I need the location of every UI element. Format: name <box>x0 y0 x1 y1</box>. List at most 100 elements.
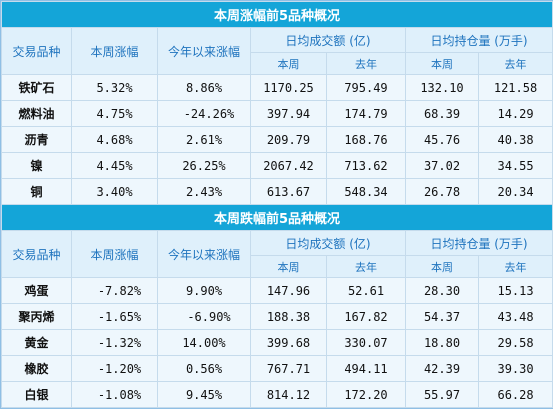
ytd-change: 0.56% <box>157 355 251 382</box>
header-oi-last-year: 去年 <box>477 255 553 278</box>
product-name: 橡胶 <box>1 355 72 382</box>
table-row: 鸡蛋 -7.82% 9.90% 147.96 52.61 28.30 15.13 <box>1 277 553 304</box>
section-title-row: 本周涨幅前5品种概况 <box>0 1 553 28</box>
oi-last-year: 43.48 <box>477 303 553 330</box>
header-row: 交易品种 本周涨幅 今年以来涨幅 日均成交额 (亿) 日均持仓量 (万手) <box>1 230 553 278</box>
volume-last-year: 172.20 <box>326 381 406 408</box>
header-oi-group: 日均持仓量 (万手) <box>404 27 553 53</box>
volume-this-week: 188.38 <box>250 303 327 330</box>
oi-last-year: 15.13 <box>477 277 553 304</box>
volume-last-year: 174.79 <box>326 100 406 127</box>
weekly-change: -1.20% <box>71 355 158 382</box>
oi-this-week: 18.80 <box>405 329 479 356</box>
oi-last-year: 40.38 <box>477 126 553 153</box>
header-volume-last-year: 去年 <box>326 52 406 75</box>
header-oi-last-year: 去年 <box>477 52 553 75</box>
product-name: 聚丙烯 <box>1 303 72 330</box>
oi-last-year: 34.55 <box>477 152 553 179</box>
subheader-row: 本周 去年 本周 去年 <box>2 52 553 75</box>
volume-last-year: 548.34 <box>326 178 406 205</box>
product-name: 沥青 <box>1 126 72 153</box>
table-row: 铁矿石 5.32% 8.86% 1170.25 795.49 132.10 121.58 <box>1 74 553 101</box>
volume-this-week: 209.79 <box>250 126 327 153</box>
oi-this-week: 54.37 <box>405 303 479 330</box>
ytd-change: 9.90% <box>157 277 251 304</box>
table-row: 白银 -1.08% 9.45% 814.12 172.20 55.97 66.28 <box>1 381 553 408</box>
weekly-change: -7.82% <box>71 277 158 304</box>
oi-last-year: 14.29 <box>477 100 553 127</box>
oi-last-year: 29.58 <box>477 329 553 356</box>
header-volume-group: 日均成交额 (亿) <box>250 27 406 53</box>
header-ytd-change: 今年以来涨幅 <box>157 27 251 75</box>
ytd-change: -6.90% <box>157 303 251 330</box>
header-product: 交易品种 <box>1 230 72 278</box>
volume-this-week: 613.67 <box>250 178 327 205</box>
table-row: 橡胶 -1.20% 0.56% 767.71 494.11 42.39 39.30 <box>1 355 553 382</box>
oi-last-year: 39.30 <box>477 355 553 382</box>
volume-this-week: 2067.42 <box>250 152 327 179</box>
product-name: 铜 <box>1 178 72 205</box>
header-oi-this-week: 本周 <box>405 52 479 75</box>
volume-last-year: 713.62 <box>326 152 406 179</box>
oi-this-week: 28.30 <box>405 277 479 304</box>
section-title: 本周涨幅前5品种概况 <box>0 1 553 28</box>
product-name: 白银 <box>1 381 72 408</box>
volume-this-week: 147.96 <box>250 277 327 304</box>
header-weekly-change: 本周涨幅 <box>71 230 158 278</box>
header-row: 交易品种 本周涨幅 今年以来涨幅 日均成交额 (亿) 日均持仓量 (万手) <box>1 27 553 75</box>
table-row: 沥青 4.68% 2.61% 209.79 168.76 45.76 40.38 <box>1 126 553 153</box>
ytd-change: 9.45% <box>157 381 251 408</box>
header-volume-last-year: 去年 <box>326 255 406 278</box>
oi-this-week: 37.02 <box>405 152 479 179</box>
product-name: 黄金 <box>1 329 72 356</box>
ytd-change: 8.86% <box>157 74 251 101</box>
header-volume-this-week: 本周 <box>250 255 327 278</box>
table-row: 铜 3.40% 2.43% 613.67 548.34 26.78 20.34 <box>1 178 553 205</box>
volume-last-year: 330.07 <box>326 329 406 356</box>
oi-this-week: 42.39 <box>405 355 479 382</box>
product-name: 鸡蛋 <box>1 277 72 304</box>
product-name: 铁矿石 <box>1 74 72 101</box>
volume-last-year: 168.76 <box>326 126 406 153</box>
oi-this-week: 68.39 <box>405 100 479 127</box>
weekly-change: 3.40% <box>71 178 158 205</box>
oi-last-year: 20.34 <box>477 178 553 205</box>
weekly-change: -1.08% <box>71 381 158 408</box>
product-name: 燃料油 <box>1 100 72 127</box>
volume-this-week: 397.94 <box>250 100 327 127</box>
header-weekly-change: 本周涨幅 <box>71 27 158 75</box>
volume-this-week: 1170.25 <box>250 74 327 101</box>
ytd-change: -24.26% <box>157 100 251 127</box>
volume-last-year: 494.11 <box>326 355 406 382</box>
oi-this-week: 45.76 <box>405 126 479 153</box>
header-ytd-change: 今年以来涨幅 <box>157 230 251 278</box>
oi-this-week: 132.10 <box>405 74 479 101</box>
header-volume-this-week: 本周 <box>250 52 327 75</box>
weekly-change: 4.68% <box>71 126 158 153</box>
volume-this-week: 814.12 <box>250 381 327 408</box>
weekly-change: 4.45% <box>71 152 158 179</box>
volume-this-week: 399.68 <box>250 329 327 356</box>
ytd-change: 2.43% <box>157 178 251 205</box>
weekly-change: 4.75% <box>71 100 158 127</box>
header-volume-group: 日均成交额 (亿) <box>250 230 406 256</box>
weekly-change: -1.32% <box>71 329 158 356</box>
weekly-change: -1.65% <box>71 303 158 330</box>
volume-last-year: 795.49 <box>326 74 406 101</box>
oi-last-year: 121.58 <box>477 74 553 101</box>
volume-this-week: 767.71 <box>250 355 327 382</box>
table-row: 黄金 -1.32% 14.00% 399.68 330.07 18.80 29.58 <box>1 329 553 356</box>
section-title: 本周跌幅前5品种概况 <box>0 204 553 231</box>
table-row: 聚丙烯 -1.65% -6.90% 188.38 167.82 54.37 43.48 <box>1 303 553 330</box>
volume-last-year: 167.82 <box>326 303 406 330</box>
volume-last-year: 52.61 <box>326 277 406 304</box>
header-oi-this-week: 本周 <box>405 255 479 278</box>
table-row: 燃料油 4.75% -24.26% 397.94 174.79 68.39 14.29 <box>1 100 553 127</box>
oi-last-year: 66.28 <box>477 381 553 408</box>
table-row: 镍 4.45% 26.25% 2067.42 713.62 37.02 34.55 <box>1 152 553 179</box>
header-product: 交易品种 <box>1 27 72 75</box>
section-title-row: 本周跌幅前5品种概况 <box>0 204 553 231</box>
header-oi-group: 日均持仓量 (万手) <box>404 230 553 256</box>
